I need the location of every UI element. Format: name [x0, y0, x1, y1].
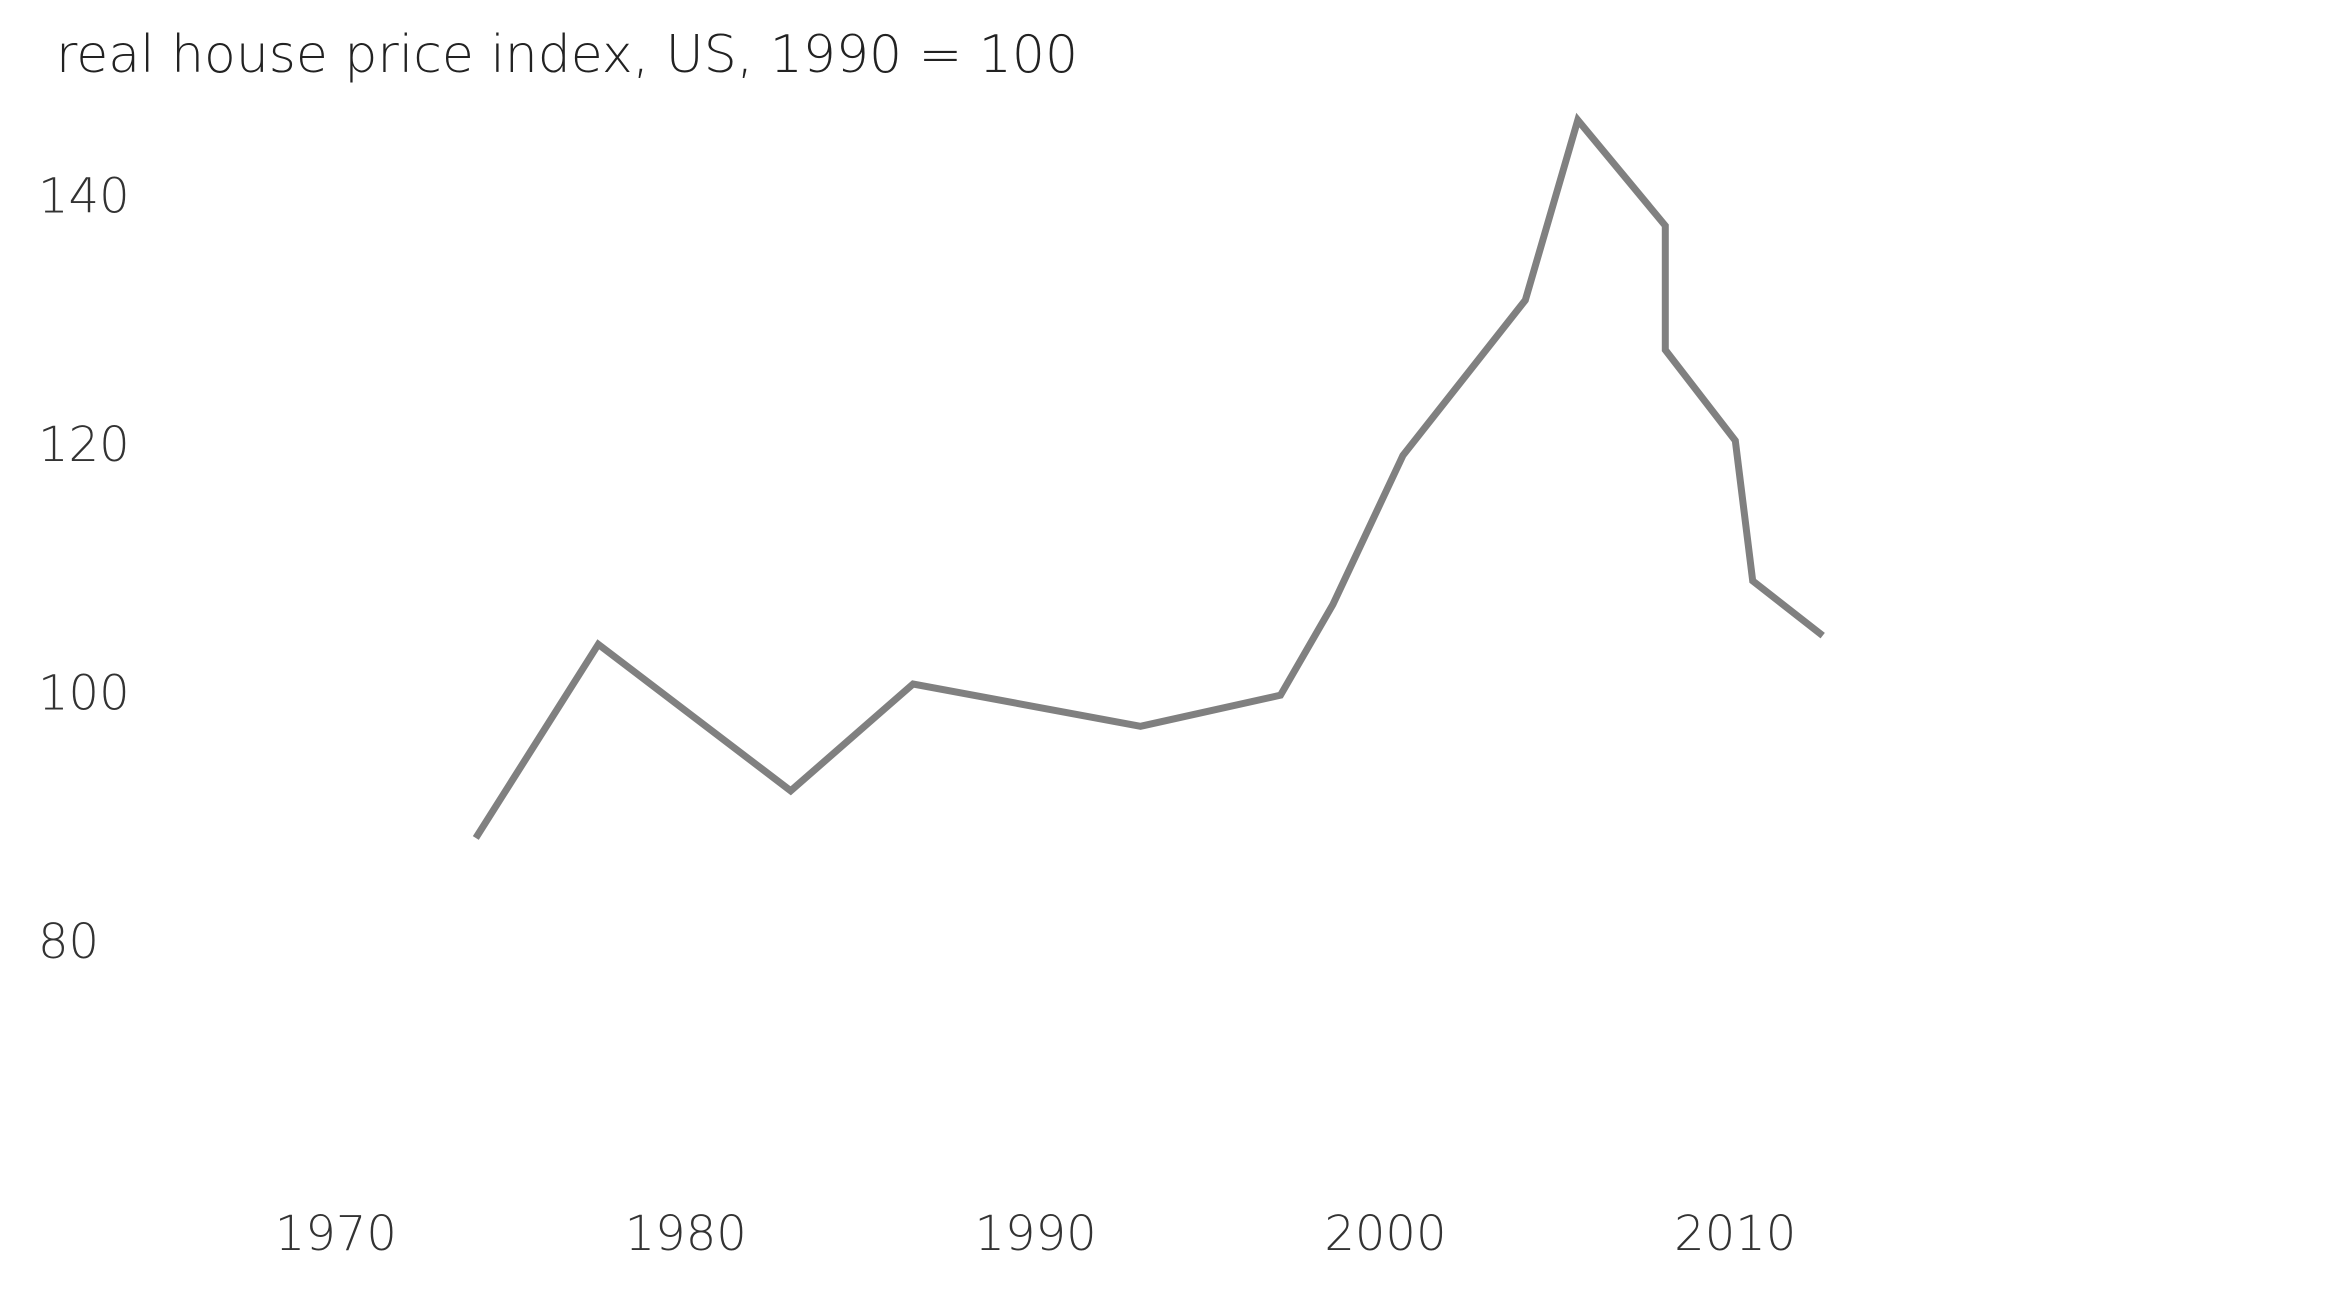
y-tick-label: 80	[38, 914, 99, 970]
y-axis: 80 100 120 140	[38, 169, 130, 970]
x-tick-label: 1980	[625, 1206, 747, 1262]
x-tick-label: 2000	[1324, 1206, 1446, 1262]
x-tick-label: 1970	[275, 1206, 397, 1262]
y-tick-label: 140	[38, 169, 130, 225]
series-group	[472, 112, 1825, 840]
x-tick-label: 2010	[1674, 1206, 1796, 1262]
y-tick-label: 100	[38, 665, 130, 721]
chart-title: real house price index, US, 1990 = 100	[56, 25, 1078, 85]
x-tick-label: 1990	[974, 1206, 1096, 1262]
x-axis: 1970 1980 1990 2000 2010	[275, 1206, 1797, 1262]
series-line	[472, 112, 1825, 840]
y-tick-label: 120	[38, 417, 130, 473]
